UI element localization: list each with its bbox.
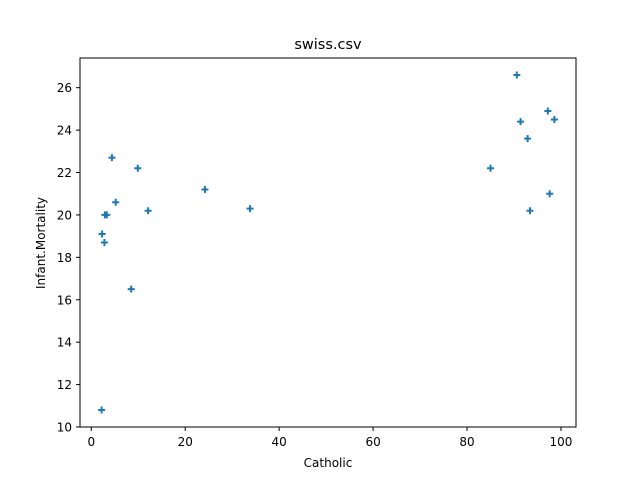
x-tick-label: 20 <box>178 435 193 449</box>
data-point <box>201 185 209 193</box>
y-axis-label: Infant.Mortality <box>34 197 48 289</box>
y-tick-label: 14 <box>57 336 72 350</box>
y-tick-label: 26 <box>57 81 72 95</box>
y-tick-label: 12 <box>57 378 72 392</box>
data-point <box>100 239 108 246</box>
data-point <box>513 71 521 79</box>
x-tick-label: 0 <box>87 435 95 449</box>
data-point <box>134 164 142 172</box>
data-point <box>108 154 116 162</box>
chart-title: swiss.csv <box>294 37 362 53</box>
data-point <box>487 164 495 172</box>
data-point <box>98 406 106 414</box>
y-tick-label: 16 <box>57 293 72 307</box>
data-point <box>517 118 525 126</box>
data-point <box>544 107 552 115</box>
x-tick-label: 60 <box>365 435 380 449</box>
y-tick-label: 24 <box>57 124 72 138</box>
y-tick-label: 18 <box>57 251 72 265</box>
data-point <box>98 230 106 238</box>
data-point <box>526 207 534 215</box>
y-tick-label: 10 <box>57 421 72 435</box>
data-points <box>98 71 558 414</box>
x-tick-label: 100 <box>550 435 573 449</box>
data-point <box>524 135 532 143</box>
data-point <box>546 190 554 198</box>
data-point <box>112 198 120 206</box>
data-point <box>144 207 152 215</box>
data-point <box>127 285 135 293</box>
y-tick-label: 20 <box>57 208 72 222</box>
x-tick-label: 40 <box>272 435 287 449</box>
plot-area-frame <box>79 57 577 428</box>
x-axis-ticks: 0 20 40 60 80 100 <box>87 427 572 449</box>
x-tick-label: 80 <box>459 435 474 449</box>
data-point <box>550 116 558 123</box>
data-point <box>103 211 111 219</box>
y-axis-ticks: 10 12 14 16 18 20 22 24 26 <box>57 81 80 435</box>
y-tick-label: 22 <box>57 166 72 180</box>
x-axis-label: Catholic <box>304 456 353 470</box>
data-point <box>246 205 254 213</box>
